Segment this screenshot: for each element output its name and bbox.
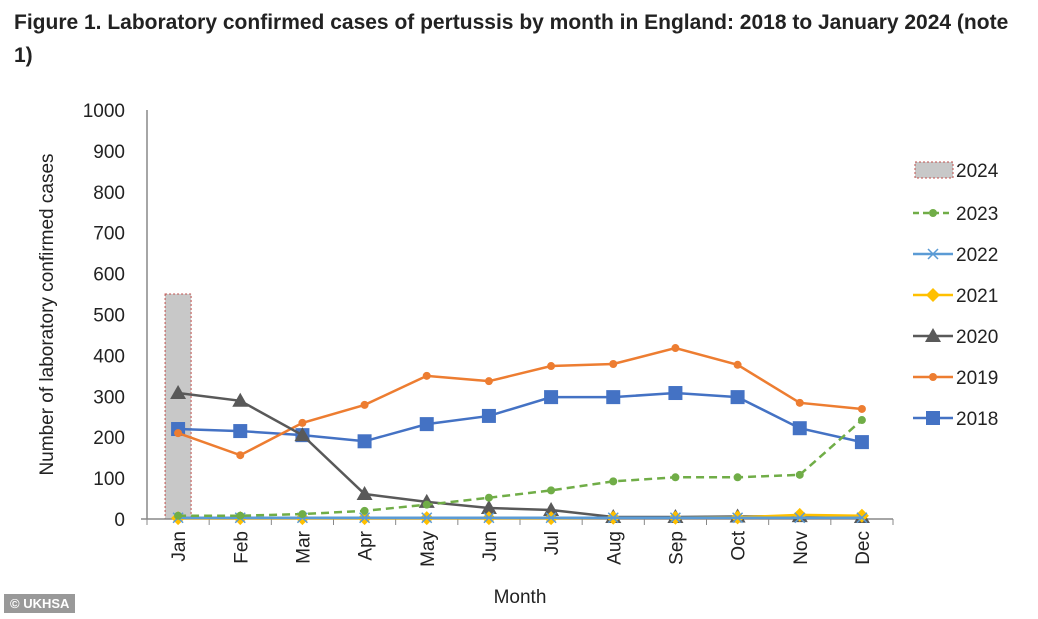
data-point-2023: [174, 511, 183, 520]
x-tick-label: Sep: [666, 531, 687, 565]
y-tick-label: 0: [114, 510, 125, 531]
data-point-2023: [422, 500, 431, 509]
figure-title: Figure 1. Laboratory confirmed cases of …: [14, 11, 1009, 67]
data-point-2020: [356, 486, 373, 501]
data-point-2018: [481, 408, 496, 423]
data-point-2018: [419, 417, 434, 432]
data-point-2019: [609, 359, 618, 368]
x-tick-label: Jan: [169, 531, 190, 562]
data-point-2023: [298, 510, 307, 519]
data-point-2019: [547, 362, 556, 371]
data-point-2019: [484, 377, 493, 386]
data-point-2022: [483, 512, 495, 524]
y-tick-label: 800: [93, 183, 125, 204]
data-point-2019: [360, 400, 369, 409]
data-point-2022: [421, 512, 433, 524]
data-point-2019: [236, 451, 245, 460]
y-tick-label: 500: [93, 306, 125, 327]
data-point-2023: [360, 506, 369, 515]
data-point-2022: [545, 512, 557, 524]
data-point-2018: [854, 435, 869, 450]
data-point-2018: [606, 390, 621, 405]
data-point-2021: [854, 508, 869, 523]
data-point-2020: [543, 502, 560, 517]
data-point-2020: [480, 499, 497, 514]
legend-marker-2018: [926, 411, 940, 425]
x-tick-label: May: [418, 531, 439, 567]
data-point-2023: [236, 511, 245, 520]
data-point-2023: [484, 493, 493, 502]
x-tick-label: Mar: [293, 530, 314, 563]
data-point-2022: [607, 512, 619, 524]
series-line-2019: [177, 346, 863, 457]
legend-label-2022: 2022: [956, 245, 998, 266]
data-point-2018: [792, 421, 807, 436]
legend-marker-2020: [925, 328, 941, 342]
x-tick-label: Feb: [231, 531, 252, 564]
data-point-2020: [170, 385, 187, 400]
data-point-2018: [730, 390, 745, 405]
x-tick-label: Aug: [604, 531, 625, 565]
data-point-2023: [671, 473, 680, 482]
data-point-2018: [668, 386, 683, 401]
bar-2024: [164, 293, 192, 520]
series-line-2023: [178, 419, 863, 517]
y-tick-label: 300: [93, 387, 125, 408]
data-point-2019: [174, 429, 183, 438]
data-point-2022: [732, 512, 744, 524]
legend-label-2020: 2020: [956, 327, 998, 348]
data-point-2019: [795, 398, 804, 407]
data-point-2023: [857, 416, 866, 425]
legend-label-2018: 2018: [956, 409, 998, 430]
data-point-2019: [857, 404, 866, 413]
x-tick-label: Nov: [791, 531, 812, 565]
legend-marker-2022: [927, 248, 939, 260]
legend-label-2024: 2024: [956, 161, 999, 182]
y-tick-label: 1000: [83, 101, 125, 122]
data-point-2023: [733, 473, 742, 482]
series-line-2018: [178, 391, 863, 444]
credit-label: © UKHSA: [4, 594, 76, 613]
data-point-2022: [669, 512, 681, 524]
legend-label-2019: 2019: [956, 368, 998, 389]
x-tick-label: Jul: [542, 531, 563, 555]
data-point-2018: [233, 424, 248, 439]
y-tick-label: 900: [93, 142, 125, 163]
y-axis-label: Number of laboratory confirmed cases: [37, 153, 58, 475]
legend-marker-2019: [929, 373, 937, 381]
legend-label-2021: 2021: [956, 286, 998, 307]
data-point-2019: [298, 418, 307, 427]
x-tick-label: Dec: [853, 531, 874, 565]
data-point-2023: [609, 477, 618, 486]
data-point-2022: [794, 512, 806, 524]
data-point-2019: [733, 360, 742, 369]
data-point-2020: [232, 392, 249, 407]
legend-marker-2021: [926, 288, 940, 302]
data-point-2022: [856, 512, 868, 524]
data-point-2022: [359, 512, 371, 524]
legend-label-2023: 2023: [956, 204, 998, 225]
data-point-2023: [795, 470, 804, 479]
data-point-2023: [547, 486, 556, 495]
x-tick-label: Apr: [356, 530, 377, 560]
y-tick-label: 700: [93, 224, 125, 245]
data-point-2019: [671, 344, 680, 353]
x-axis-label: Month: [494, 587, 547, 608]
legend-marker-2023: [929, 209, 937, 217]
y-tick-label: 400: [93, 346, 125, 367]
y-tick-label: 600: [93, 265, 125, 286]
data-point-2020: [294, 427, 311, 442]
y-tick-label: 200: [93, 428, 125, 449]
data-point-2019: [422, 371, 431, 380]
data-point-2018: [544, 390, 559, 405]
legend-swatch-2024: [914, 161, 954, 179]
y-tick-label: 100: [93, 469, 125, 490]
series-line-2020: [177, 391, 862, 519]
x-tick-label: Jun: [480, 531, 501, 562]
x-tick-label: Oct: [729, 530, 750, 560]
data-point-2018: [357, 434, 372, 449]
